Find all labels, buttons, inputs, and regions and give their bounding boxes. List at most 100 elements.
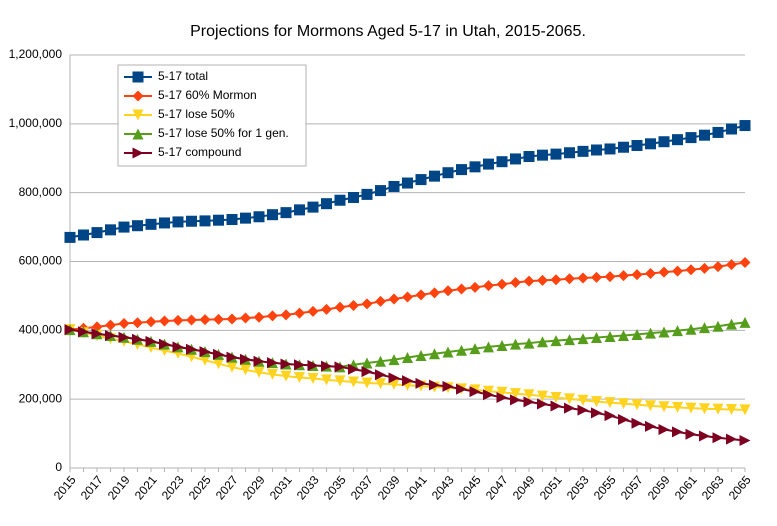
- marker: [523, 396, 535, 408]
- marker: [186, 343, 197, 355]
- marker: [226, 351, 238, 363]
- marker: [699, 129, 710, 141]
- marker: [726, 403, 737, 415]
- marker: [321, 374, 332, 386]
- y-tick-label: 600,000: [19, 254, 63, 268]
- marker: [591, 332, 602, 344]
- marker: [388, 293, 400, 305]
- marker: [321, 198, 332, 210]
- marker: [645, 268, 656, 280]
- marker: [159, 217, 170, 229]
- marker: [348, 191, 359, 203]
- marker: [388, 180, 400, 192]
- marker: [132, 220, 143, 232]
- marker: [685, 323, 697, 335]
- marker: [577, 404, 589, 416]
- marker: [442, 285, 454, 297]
- marker: [294, 359, 305, 371]
- marker: [280, 207, 292, 219]
- marker: [307, 359, 319, 371]
- marker: [699, 403, 710, 415]
- x-tick-label: 2031: [267, 473, 295, 503]
- marker: [469, 281, 481, 293]
- marker: [334, 194, 346, 206]
- x-tick-label: 2019: [105, 473, 133, 503]
- marker: [591, 144, 602, 156]
- marker: [726, 123, 737, 135]
- marker: [375, 355, 386, 367]
- legend-label: 5-17 lose 50%: [158, 107, 235, 121]
- x-tick-label: 2039: [375, 473, 403, 503]
- marker: [253, 211, 265, 223]
- x-tick-label: 2017: [78, 473, 106, 503]
- marker: [483, 341, 494, 353]
- marker: [334, 301, 346, 313]
- marker: [739, 404, 751, 416]
- x-tick-label: 2015: [51, 473, 79, 503]
- marker: [118, 317, 130, 329]
- x-tick-label: 2059: [645, 473, 673, 503]
- marker: [240, 353, 251, 365]
- marker: [415, 174, 427, 186]
- marker: [118, 331, 130, 343]
- marker: [442, 167, 454, 179]
- marker: [550, 335, 562, 347]
- x-tick-label: 2047: [483, 473, 511, 503]
- marker: [388, 372, 400, 384]
- marker: [523, 337, 535, 349]
- marker: [280, 309, 292, 321]
- marker: [537, 149, 548, 161]
- marker: [105, 319, 116, 331]
- marker: [226, 214, 238, 226]
- marker: [91, 227, 103, 239]
- marker: [375, 378, 386, 390]
- marker: [672, 401, 683, 413]
- marker: [402, 177, 413, 189]
- x-tick-label: 2037: [348, 473, 376, 503]
- marker: [199, 314, 211, 326]
- marker: [550, 391, 562, 403]
- marker: [739, 120, 751, 132]
- marker: [402, 375, 413, 387]
- marker: [604, 410, 616, 422]
- marker: [645, 327, 656, 339]
- marker: [78, 229, 89, 241]
- line: [69, 328, 746, 411]
- x-tick-label: 2051: [537, 473, 565, 503]
- marker: [132, 128, 144, 140]
- marker: [469, 386, 481, 398]
- marker: [631, 140, 643, 152]
- marker: [172, 216, 184, 228]
- x-tick-label: 2053: [564, 473, 592, 503]
- marker: [604, 271, 616, 283]
- x-tick-label: 2041: [402, 473, 430, 503]
- marker: [442, 380, 454, 392]
- marker: [510, 338, 521, 350]
- marker: [361, 377, 373, 389]
- marker: [199, 215, 211, 227]
- y-tick-label: 0: [55, 460, 62, 474]
- marker: [145, 218, 157, 230]
- marker: [685, 402, 697, 414]
- marker: [456, 164, 467, 176]
- marker: [91, 321, 103, 333]
- marker: [564, 147, 575, 159]
- marker: [429, 379, 440, 391]
- marker: [402, 352, 413, 364]
- marker: [631, 399, 643, 411]
- marker: [361, 357, 373, 369]
- marker: [510, 394, 521, 406]
- marker: [105, 329, 116, 341]
- marker: [604, 397, 616, 409]
- marker: [321, 360, 332, 372]
- marker: [577, 145, 589, 157]
- y-tick-label: 400,000: [19, 323, 63, 337]
- marker: [105, 224, 116, 236]
- x-tick-label: 2023: [159, 473, 187, 503]
- marker: [348, 363, 359, 375]
- marker: [537, 274, 548, 286]
- marker: [672, 426, 683, 438]
- marker: [537, 398, 548, 410]
- marker: [456, 383, 467, 395]
